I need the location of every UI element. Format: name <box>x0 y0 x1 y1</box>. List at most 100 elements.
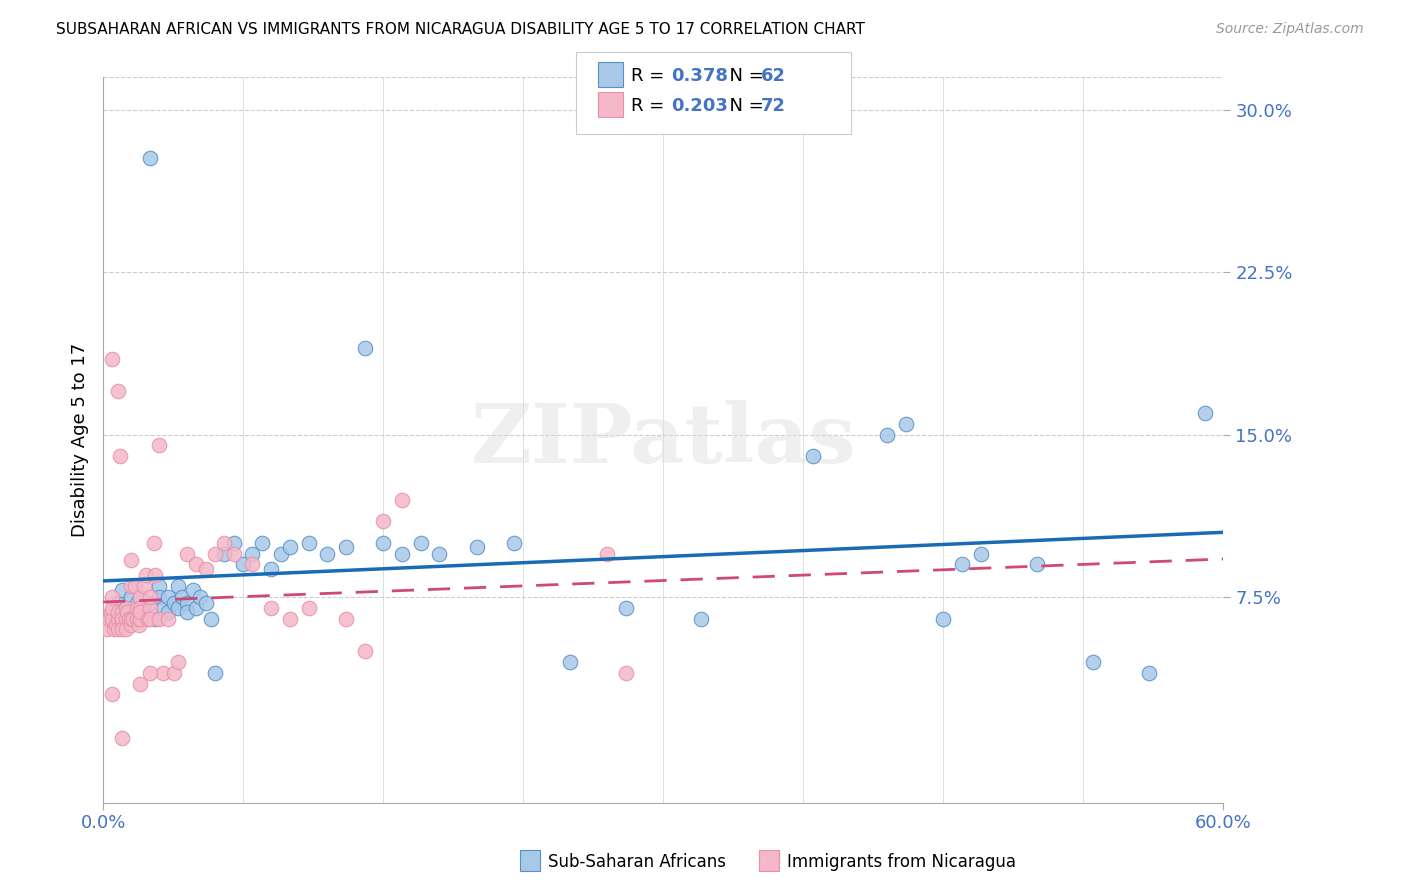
Point <box>1194 406 1216 420</box>
Point <box>136 611 159 625</box>
Point <box>120 611 142 625</box>
Point <box>409 536 432 550</box>
Point <box>876 427 898 442</box>
Point <box>122 611 145 625</box>
Point <box>125 611 148 625</box>
Text: N =: N = <box>718 67 770 85</box>
Point <box>152 600 174 615</box>
Text: Source: ZipAtlas.com: Source: ZipAtlas.com <box>1216 22 1364 37</box>
Point <box>1081 655 1104 669</box>
Point <box>316 547 339 561</box>
Point <box>391 547 413 561</box>
Point <box>114 600 136 615</box>
Point <box>176 605 198 619</box>
Point <box>117 605 139 619</box>
Point <box>120 579 142 593</box>
Point <box>139 590 162 604</box>
Point <box>157 611 180 625</box>
Point <box>107 384 129 399</box>
Point <box>111 583 134 598</box>
Point <box>100 605 122 619</box>
Text: 0.203: 0.203 <box>671 97 727 115</box>
Point <box>114 600 136 615</box>
Point <box>391 492 413 507</box>
Point <box>129 611 152 625</box>
Point <box>558 655 581 669</box>
Point <box>222 547 245 561</box>
Point <box>148 579 170 593</box>
Point <box>103 623 125 637</box>
Point <box>107 597 129 611</box>
Point <box>129 605 152 619</box>
Text: 0.378: 0.378 <box>671 67 728 85</box>
Point <box>125 600 148 615</box>
Point <box>194 597 217 611</box>
Point <box>1137 665 1160 680</box>
Point <box>120 618 142 632</box>
Point <box>250 536 273 550</box>
Point <box>145 568 167 582</box>
Point <box>142 536 165 550</box>
Point <box>111 611 134 625</box>
Text: N =: N = <box>718 97 770 115</box>
Point <box>135 568 157 582</box>
Point <box>101 687 124 701</box>
Point <box>801 449 824 463</box>
Point <box>204 665 226 680</box>
Point <box>186 600 208 615</box>
Point <box>129 590 152 604</box>
Point <box>101 611 124 625</box>
Point <box>139 600 162 615</box>
Point <box>129 605 152 619</box>
Point <box>157 590 180 604</box>
Point <box>181 583 204 598</box>
Point <box>222 536 245 550</box>
Point <box>111 605 134 619</box>
Text: Immigrants from Nicaragua: Immigrants from Nicaragua <box>787 853 1017 871</box>
Point <box>503 536 526 550</box>
Point <box>107 623 129 637</box>
Point <box>111 611 134 625</box>
Point <box>176 597 198 611</box>
Point <box>170 590 193 604</box>
Point <box>465 540 488 554</box>
Text: SUBSAHARAN AFRICAN VS IMMIGRANTS FROM NICARAGUA DISABILITY AGE 5 TO 17 CORRELATI: SUBSAHARAN AFRICAN VS IMMIGRANTS FROM NI… <box>56 22 865 37</box>
Point <box>614 600 637 615</box>
Point <box>129 600 152 615</box>
Point <box>242 547 264 561</box>
Point <box>969 547 991 561</box>
Point <box>353 341 375 355</box>
Point <box>118 611 141 625</box>
Point <box>297 536 319 550</box>
Y-axis label: Disability Age 5 to 17: Disability Age 5 to 17 <box>72 343 89 537</box>
Point <box>214 536 236 550</box>
Point <box>260 562 283 576</box>
Point <box>200 611 222 625</box>
Point <box>148 590 170 604</box>
Point <box>260 600 283 615</box>
Point <box>950 558 973 572</box>
Point <box>166 579 188 593</box>
Text: R =: R = <box>631 67 671 85</box>
Point <box>128 618 150 632</box>
Point <box>204 547 226 561</box>
Point <box>270 547 292 561</box>
Point <box>134 579 156 593</box>
Point <box>129 676 152 690</box>
Point <box>101 611 124 625</box>
Point <box>120 611 142 625</box>
Point <box>152 665 174 680</box>
Point <box>125 597 148 611</box>
Point <box>163 597 186 611</box>
Point <box>297 600 319 615</box>
Point <box>242 558 264 572</box>
Point <box>353 644 375 658</box>
Point <box>1025 558 1047 572</box>
Point <box>107 611 129 625</box>
Point <box>145 611 167 625</box>
Point <box>689 611 711 625</box>
Text: 62: 62 <box>761 67 786 85</box>
Point <box>139 597 162 611</box>
Point <box>148 438 170 452</box>
Point <box>96 623 118 637</box>
